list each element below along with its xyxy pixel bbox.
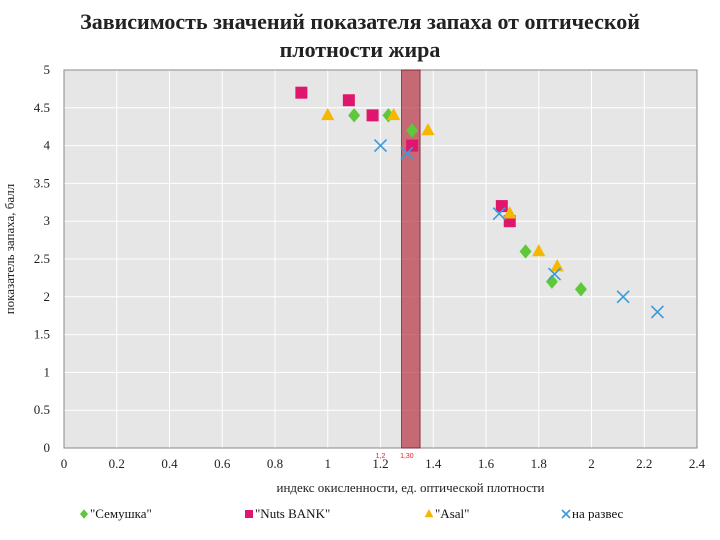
data-point-cross <box>616 290 630 304</box>
x-tick-label: 2 <box>588 456 595 471</box>
x-tick-label: 0.4 <box>161 456 178 471</box>
x-tick-label: 1 <box>325 456 332 471</box>
legend-marker-triangle <box>424 509 434 518</box>
y-axis-title: показатель запаха, балл <box>2 183 17 314</box>
data-point-triangle <box>421 122 435 136</box>
data-point-square <box>406 139 419 152</box>
data-point-diamond <box>545 274 558 289</box>
y-tick-label: 4.5 <box>34 100 50 115</box>
x-tick-label: 1.6 <box>478 456 495 471</box>
data-point-diamond <box>519 244 532 259</box>
data-point-triangle <box>387 107 401 121</box>
data-point-diamond <box>348 108 361 123</box>
x-tick-label: 1.8 <box>531 456 547 471</box>
legend-label: "Nuts BANK" <box>255 506 330 521</box>
x-axis-title: индекс окисленности, ед. оптической плот… <box>277 480 545 495</box>
y-tick-label: 2 <box>44 289 51 304</box>
data-point-cross <box>548 267 562 281</box>
y-tick-label: 0.5 <box>34 402 50 417</box>
y-tick-label: 5 <box>44 62 51 77</box>
data-point-square <box>342 94 355 107</box>
data-point-square <box>366 109 379 122</box>
x-tick-label: 1.2 <box>372 456 388 471</box>
data-point-cross <box>373 139 388 153</box>
chart-title: Зависимость значений показателя запаха о… <box>80 9 640 62</box>
y-tick-label: 4 <box>44 138 51 153</box>
legend-label: "Семушка" <box>90 506 152 521</box>
data-point-diamond <box>406 123 419 138</box>
x-tick-label: 0.6 <box>214 456 231 471</box>
x-tick-label: 2.2 <box>636 456 652 471</box>
data-point-cross <box>492 207 506 221</box>
band-annotation: 1,2 <box>376 453 386 460</box>
band-annotation: 1,30 <box>400 453 414 460</box>
x-tick-label: 0 <box>61 456 68 471</box>
data-point-diamond <box>574 282 587 297</box>
data-point-cross <box>650 305 665 319</box>
plot-border <box>63 69 698 449</box>
data-point-square <box>295 86 308 99</box>
data-point-triangle <box>503 206 517 219</box>
data-point-triangle <box>321 107 335 121</box>
x-tick-label: 2.4 <box>689 456 706 471</box>
x-tick-label: 0.2 <box>109 456 125 471</box>
y-tick-label: 0 <box>44 440 51 455</box>
y-tick-label: 3 <box>44 213 51 228</box>
x-tick-label: 1.4 <box>425 456 442 471</box>
legend-marker-diamond <box>80 509 88 519</box>
legend-label: на развес <box>572 506 624 521</box>
y-tick-label: 1 <box>44 364 51 379</box>
data-point-triangle <box>532 243 546 257</box>
data-point-cross <box>400 146 414 160</box>
y-tick-label: 3.5 <box>34 175 50 190</box>
x-tick-label: 0.8 <box>267 456 283 471</box>
highlight-band <box>401 69 421 449</box>
legend-label: "Asal" <box>435 506 469 521</box>
legend-marker-square <box>245 510 253 518</box>
legend-marker-cross <box>561 509 571 519</box>
y-tick-label: 2.5 <box>34 251 50 266</box>
y-tick-label: 1.5 <box>34 327 50 342</box>
